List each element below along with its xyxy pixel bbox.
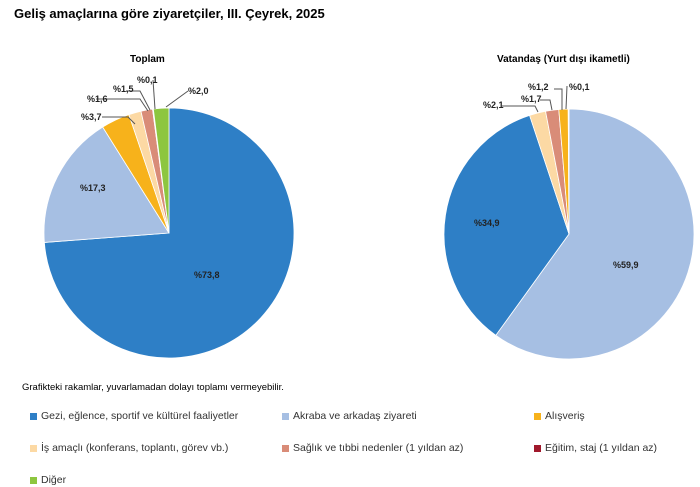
footnote: Grafikteki rakamlar, yuvarlamadan dolayı… — [22, 382, 284, 393]
label-toplam-saglik: %1,5 — [113, 84, 134, 94]
pie-slice — [443, 114, 570, 336]
label-vatandas-akraba: %59,9 — [613, 260, 639, 270]
pie-slice — [43, 126, 170, 243]
label-toplam-diger: %2,0 — [188, 86, 209, 96]
label-vatandas-is: %2,1 — [483, 100, 504, 110]
chart-title: Geliş amaçlarına göre ziyaretçiler, III.… — [14, 6, 325, 21]
label-vatandas-saglik: %1,7 — [521, 94, 542, 104]
label-vatandas-egitim: %0,1 — [569, 82, 590, 92]
label-toplam-egitim: %0,1 — [137, 75, 158, 85]
legend-item-saglik: Sağlık ve tıbbi nedenler (1 yıldan az) — [282, 442, 463, 454]
leader-lines — [96, 79, 568, 125]
label-vatandas-alisveris: %1,2 — [528, 82, 549, 92]
pie-slice — [495, 108, 695, 360]
pie-slice — [152, 107, 170, 234]
legend-item-gezi: Gezi, eğlence, sportif ve kültürel faali… — [30, 410, 238, 422]
legend-item-egitim: Eğitim, staj (1 yıldan az) — [534, 442, 657, 454]
label-vatandas-gezi: %34,9 — [474, 218, 500, 228]
pie-title-vatandas: Vatandaş (Yurt dışı ikametli) — [497, 54, 630, 65]
pie-title-toplam: Toplam — [130, 54, 165, 65]
pie-toplam — [43, 107, 295, 359]
legend-item-alisveris: Alışveriş — [534, 410, 585, 422]
label-toplam-akraba: %17,3 — [80, 183, 106, 193]
pie-slice — [567, 108, 570, 235]
label-toplam-gezi: %73,8 — [194, 270, 220, 280]
legend-item-akraba: Akraba ve arkadaş ziyareti — [282, 410, 417, 422]
legend-item-diger: Diğer — [30, 474, 66, 486]
label-toplam-alisveris: %3,7 — [81, 112, 102, 122]
pie-vatandas — [443, 108, 695, 360]
label-toplam-is: %1,6 — [87, 94, 108, 104]
legend-item-is: İş amaçlı (konferans, toplantı, görev vb… — [30, 442, 228, 454]
